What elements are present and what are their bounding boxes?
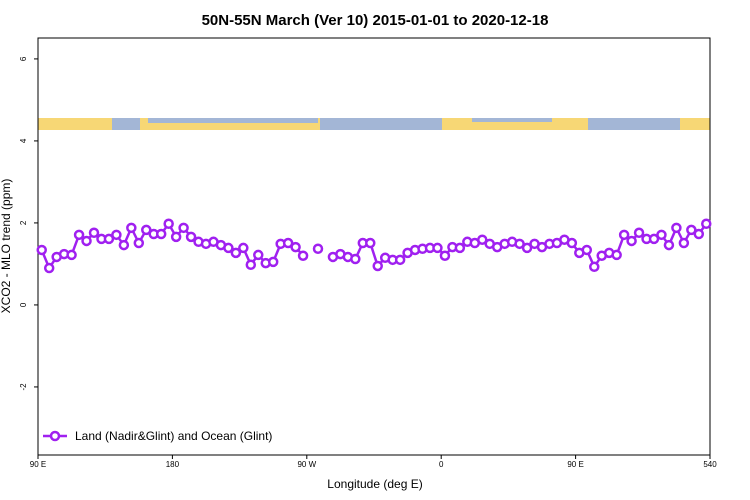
data-point	[701, 218, 712, 229]
data-point	[223, 242, 234, 254]
data-point	[81, 235, 92, 247]
data-point	[693, 228, 705, 240]
data-point	[671, 222, 682, 234]
data-point	[350, 253, 361, 265]
data-point	[589, 261, 600, 273]
x-tick-label: 90 E	[30, 460, 46, 469]
data-point	[253, 249, 264, 261]
y-tick-label: 6	[19, 56, 28, 61]
data-point	[73, 229, 85, 241]
x-tick-label: 0	[439, 460, 444, 469]
y-tick-label: 4	[19, 138, 28, 143]
data-point	[611, 249, 622, 261]
land-mask	[38, 118, 710, 130]
data-point	[663, 239, 675, 251]
y-tick-label: 2	[19, 220, 28, 225]
data-point	[432, 242, 443, 254]
ocean-band	[472, 118, 552, 122]
data-point	[170, 231, 182, 243]
x-tick-label: 540	[703, 460, 717, 469]
data-point	[238, 242, 249, 254]
x-axis-label: Longitude (deg E)	[327, 477, 422, 491]
data-point	[439, 250, 451, 261]
data-point	[686, 224, 697, 236]
data-point	[43, 262, 55, 274]
data-point	[633, 227, 645, 239]
data-point	[103, 233, 115, 245]
data-point	[618, 229, 630, 241]
data-point	[454, 242, 466, 254]
legend-label: Land (Nadir&Glint) and Ocean (Glint)	[75, 429, 272, 443]
x-tick-label: 90 W	[297, 460, 316, 469]
data-point	[88, 227, 100, 239]
data-point	[626, 235, 637, 247]
data-point	[282, 237, 294, 249]
data-point	[521, 242, 533, 254]
data-point	[133, 237, 145, 249]
data-point	[297, 250, 309, 261]
data-point	[66, 249, 77, 261]
data-point	[365, 237, 376, 249]
data-point	[155, 228, 167, 240]
y-tick-label: 0	[19, 302, 28, 307]
chart-title: 50N-55N March (Ver 10) 2015-01-01 to 202…	[202, 12, 549, 29]
data-point	[141, 224, 152, 236]
ocean-band	[148, 118, 318, 123]
y-tick-label: -2	[19, 383, 28, 391]
data-point	[245, 259, 257, 270]
y-axis-label: XCO2 - MLO trend (ppm)	[0, 179, 13, 314]
data-point	[372, 260, 383, 272]
data-point	[36, 244, 47, 256]
data-point	[514, 238, 525, 250]
x-tick-label: 90 E	[567, 460, 583, 469]
ocean-band	[320, 118, 442, 130]
data-point	[566, 237, 578, 249]
data-point	[230, 247, 242, 259]
legend-marker	[49, 430, 61, 442]
data-point	[477, 234, 488, 245]
data-point	[648, 233, 660, 245]
data-point	[581, 244, 593, 256]
ocean-band	[588, 118, 680, 130]
data-point	[394, 254, 406, 266]
data-point	[656, 229, 667, 241]
ocean-band	[112, 118, 140, 130]
x-tick-label: 180	[166, 460, 180, 469]
data-point	[163, 218, 174, 229]
data-point	[267, 256, 279, 268]
data-point	[678, 237, 690, 249]
data-point	[118, 239, 130, 251]
data-point	[290, 241, 301, 253]
data-point	[312, 243, 324, 255]
data-point	[126, 222, 137, 234]
data-point	[178, 222, 189, 234]
data-point	[111, 229, 122, 241]
data-point	[185, 231, 197, 243]
